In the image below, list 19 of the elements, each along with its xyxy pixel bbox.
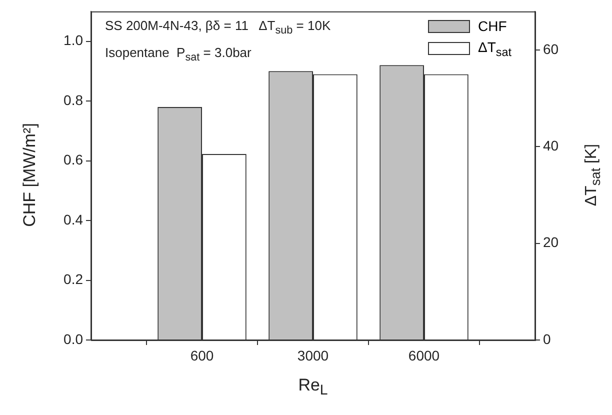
annotation: SS 200M-4N-43, βδ = 11 ΔT$_{sub}$ = 10K	[105, 18, 331, 37]
y-tick-label: 0.6	[64, 152, 84, 168]
legend-label: CHF	[478, 18, 507, 34]
x-axis-title: Re$_{L}$	[298, 375, 328, 399]
y2-tick-label: 20	[543, 234, 559, 250]
x-tick-label: 3000	[297, 347, 329, 364]
y2-tick-label: 60	[543, 40, 559, 57]
x-tick-label: 600	[190, 347, 214, 364]
series-label: ΔT$_{sat}$	[478, 39, 512, 59]
y-tick-label: 0.2	[64, 271, 84, 288]
y-tick-label: 0.8	[64, 92, 84, 108]
y2-tick-label: 40	[543, 138, 559, 154]
y-tick-label: 0.0	[64, 330, 84, 347]
y2-tick-label: 0	[543, 330, 551, 347]
annotation: Isopentane P$_{sat}$ = 3.0bar	[105, 44, 252, 64]
y-axis-title: CHF [MW/m²]	[20, 123, 40, 227]
y-tick-label: 1.0	[64, 32, 84, 48]
x-tick-label: 6000	[408, 347, 440, 364]
y-tick-label: 0.4	[64, 211, 84, 228]
